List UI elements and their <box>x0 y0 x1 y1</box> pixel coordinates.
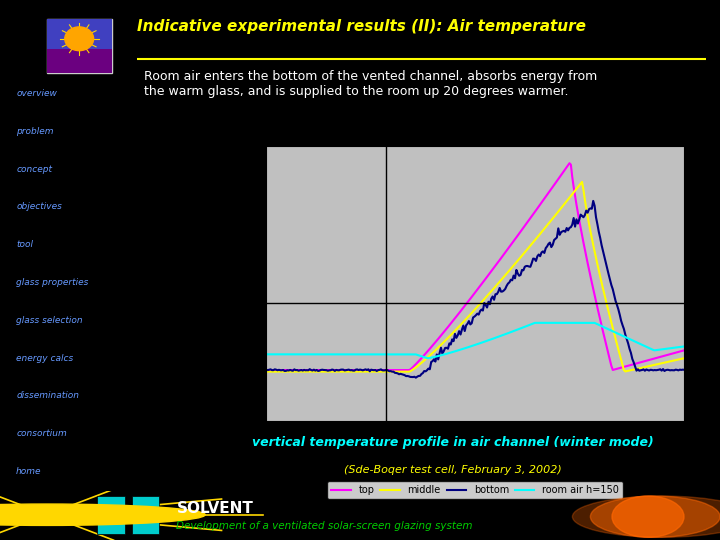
top <box>565 160 574 166</box>
Y-axis label: temperature: temperature <box>229 248 238 319</box>
Circle shape <box>65 27 94 51</box>
bottom <box>589 198 598 204</box>
room air h=150 <box>510 327 519 334</box>
middle <box>510 261 519 267</box>
Text: SOLVENT: SOLVENT <box>176 501 253 516</box>
Line: middle: middle <box>266 182 684 372</box>
top <box>616 365 624 372</box>
Line: bottom: bottom <box>266 201 684 377</box>
Text: (Sde-Boqer test cell, February 3, 2002): (Sde-Boqer test cell, February 3, 2002) <box>344 465 562 476</box>
room air h=150 <box>531 320 540 326</box>
middle <box>680 355 688 361</box>
room air h=150 <box>644 344 652 350</box>
Line: room air h=150: room air h=150 <box>266 323 684 358</box>
Text: home: home <box>16 467 42 476</box>
middle <box>642 363 651 370</box>
Text: problem: problem <box>16 127 53 136</box>
Text: dissemination: dissemination <box>16 392 79 400</box>
top <box>680 347 688 354</box>
middle <box>264 368 272 375</box>
Circle shape <box>0 504 205 525</box>
Text: consortium: consortium <box>16 429 67 438</box>
top <box>510 236 519 242</box>
FancyBboxPatch shape <box>97 517 125 534</box>
Text: objectives: objectives <box>16 202 62 211</box>
bottom <box>617 318 626 324</box>
top <box>509 238 518 245</box>
Ellipse shape <box>572 496 720 537</box>
Text: Indicative experimental results (II): Air temperature: Indicative experimental results (II): Ai… <box>137 19 586 34</box>
room air h=150 <box>424 355 433 361</box>
FancyBboxPatch shape <box>97 496 125 514</box>
Text: concept: concept <box>16 165 52 173</box>
Text: Development of a ventilated solar-screen glazing system: Development of a ventilated solar-screen… <box>176 522 473 531</box>
top <box>642 357 651 364</box>
FancyBboxPatch shape <box>47 19 112 72</box>
top <box>262 367 271 373</box>
bottom <box>262 367 271 373</box>
Text: tool: tool <box>16 240 33 249</box>
top <box>264 367 272 373</box>
Legend: top, middle, bottom, room air h=150: top, middle, bottom, room air h=150 <box>328 481 623 499</box>
bottom <box>644 367 652 373</box>
room air h=150 <box>519 324 528 330</box>
Text: glass selection: glass selection <box>16 316 83 325</box>
middle <box>577 179 586 185</box>
room air h=150 <box>680 343 688 350</box>
Ellipse shape <box>590 496 720 537</box>
bottom <box>519 267 528 274</box>
Line: top: top <box>266 163 684 370</box>
FancyBboxPatch shape <box>132 517 159 534</box>
middle <box>518 252 526 259</box>
X-axis label: time: time <box>462 447 489 456</box>
middle <box>262 368 271 375</box>
room air h=150 <box>264 351 272 357</box>
bottom <box>512 267 521 273</box>
Text: vertical temperature profile in air channel (winter mode): vertical temperature profile in air chan… <box>252 436 654 449</box>
FancyBboxPatch shape <box>47 49 112 72</box>
FancyBboxPatch shape <box>47 19 112 49</box>
Text: glass properties: glass properties <box>16 278 89 287</box>
Text: energy calcs: energy calcs <box>16 354 73 362</box>
middle <box>509 262 518 269</box>
FancyBboxPatch shape <box>132 496 159 514</box>
Text: overview: overview <box>16 89 57 98</box>
bottom <box>412 374 420 381</box>
room air h=150 <box>262 351 271 357</box>
Text: Room air enters the bottom of the vented channel, absorbs energy from
the warm g: Room air enters the bottom of the vented… <box>144 70 598 98</box>
room air h=150 <box>512 327 521 333</box>
room air h=150 <box>617 332 626 339</box>
bottom <box>264 367 272 373</box>
Ellipse shape <box>612 496 684 537</box>
top <box>518 226 526 233</box>
bottom <box>510 275 519 281</box>
middle <box>616 352 624 358</box>
bottom <box>680 367 688 373</box>
